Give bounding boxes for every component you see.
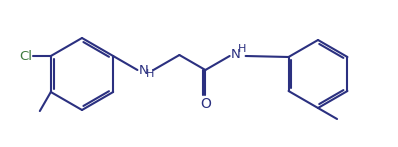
- Text: N: N: [230, 47, 240, 61]
- Text: N: N: [139, 64, 148, 76]
- Text: H: H: [145, 69, 154, 79]
- Text: Cl: Cl: [19, 50, 32, 62]
- Text: H: H: [238, 44, 246, 54]
- Text: O: O: [200, 97, 211, 111]
